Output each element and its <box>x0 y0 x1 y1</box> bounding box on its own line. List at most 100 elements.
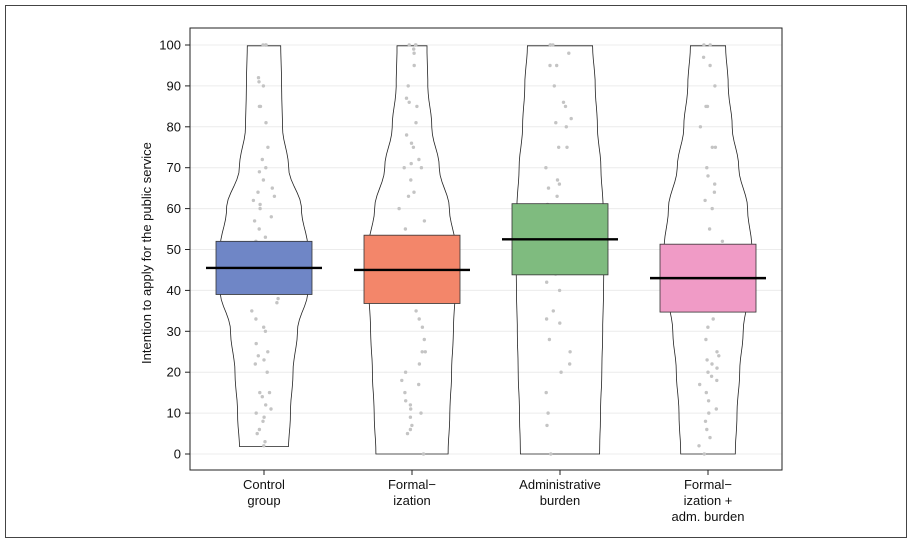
data-point <box>710 145 714 149</box>
x-tick-label-line: Administrative <box>519 477 601 492</box>
data-point <box>412 63 416 68</box>
data-point <box>258 104 263 109</box>
data-point <box>545 280 549 284</box>
ci-boxes <box>215 203 757 313</box>
data-point <box>557 288 562 293</box>
data-point <box>415 104 419 109</box>
data-point <box>272 194 277 198</box>
data-point <box>260 157 264 162</box>
y-tick-label: 70 <box>167 160 181 175</box>
data-point <box>404 96 409 100</box>
data-point <box>419 411 423 415</box>
violin <box>367 45 457 455</box>
data-point <box>256 354 260 358</box>
x-tick-label: Control group <box>243 477 285 508</box>
data-point <box>407 100 411 105</box>
data-point <box>707 227 712 231</box>
y-tick-label: 100 <box>159 38 181 53</box>
data-point <box>255 431 259 436</box>
data-point <box>548 43 552 47</box>
data-point <box>555 178 560 182</box>
data-point <box>554 121 558 125</box>
data-point <box>568 350 572 354</box>
data-point <box>409 161 413 166</box>
data-point <box>262 325 266 329</box>
data-point <box>706 370 710 374</box>
data-point <box>715 350 719 354</box>
data-point <box>705 427 709 432</box>
data-point <box>254 341 258 346</box>
data-point <box>409 407 413 411</box>
data-point <box>264 403 268 407</box>
data-point <box>403 227 408 231</box>
data-point <box>264 43 268 47</box>
data-point <box>544 317 549 321</box>
data-point <box>559 370 563 374</box>
data-point <box>408 403 413 407</box>
data-point <box>701 55 706 59</box>
data-point <box>261 178 266 182</box>
x-tick-label: Formal− ization <box>388 477 436 508</box>
y-tick-label: 60 <box>167 201 181 216</box>
data-point <box>705 358 709 362</box>
data-point <box>715 366 719 370</box>
x-tick-label: Administrative burden <box>519 477 601 508</box>
data-point <box>697 444 701 448</box>
data-point <box>404 399 408 403</box>
data-point <box>263 235 268 239</box>
data-point <box>720 239 725 243</box>
data-point <box>263 329 268 333</box>
data-point <box>275 301 279 305</box>
data-point <box>406 194 411 198</box>
y-tick-label: 40 <box>167 283 181 298</box>
x-tick-label-line: adm. burden <box>672 509 745 524</box>
data-point <box>408 427 413 432</box>
data-point <box>422 219 427 223</box>
data-point <box>409 178 413 182</box>
data-point <box>256 190 260 194</box>
x-tick-label-line: Control <box>243 477 285 492</box>
data-point <box>706 399 711 403</box>
data-point <box>552 84 556 88</box>
x-axis: Control group Formal− ization Administrative… <box>243 470 745 524</box>
y-tick-label: 30 <box>167 324 181 339</box>
data-point <box>567 51 571 55</box>
data-point <box>264 166 268 170</box>
data-point <box>707 411 711 415</box>
data-point <box>558 321 562 325</box>
data-point <box>266 350 270 354</box>
data-point <box>705 166 709 170</box>
data-point <box>254 411 258 415</box>
data-point <box>546 411 550 415</box>
data-point <box>702 452 706 456</box>
data-point <box>269 215 273 219</box>
data-point <box>703 419 708 423</box>
data-point <box>703 198 707 203</box>
data-point <box>564 125 568 129</box>
data-point <box>404 133 409 137</box>
data-point <box>698 125 703 129</box>
data-point <box>417 362 422 366</box>
data-point <box>412 51 416 55</box>
data-point <box>267 390 272 395</box>
data-point <box>403 390 407 395</box>
data-point <box>412 190 416 194</box>
data-point <box>402 166 406 170</box>
data-point <box>546 186 551 190</box>
data-point <box>258 390 262 395</box>
data-point <box>261 43 265 47</box>
data-point <box>258 206 262 211</box>
data-point <box>420 325 425 329</box>
data-point <box>406 84 410 88</box>
y-axis-title: Intention to apply for the public servic… <box>139 142 154 364</box>
y-tick-label: 0 <box>174 447 181 462</box>
x-tick-label-line: Formal− <box>388 477 436 492</box>
data-point <box>711 317 715 321</box>
data-point <box>547 337 552 342</box>
data-point <box>545 423 549 428</box>
data-point <box>422 337 426 342</box>
data-point <box>256 76 261 80</box>
y-tick-label: 20 <box>167 365 181 380</box>
data-point <box>544 166 548 170</box>
